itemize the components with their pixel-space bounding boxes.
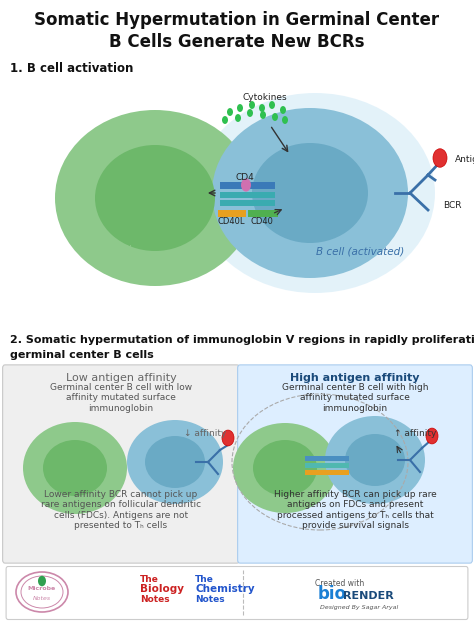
Text: Cytokines: Cytokines	[243, 94, 287, 102]
Text: Microbe: Microbe	[28, 586, 56, 591]
Circle shape	[282, 116, 288, 124]
Text: Lower affinity BCR cannot pick up
rare antigens on follicular dendritic
cells (F: Lower affinity BCR cannot pick up rare a…	[41, 490, 201, 530]
Circle shape	[269, 101, 275, 109]
Circle shape	[433, 149, 447, 168]
FancyBboxPatch shape	[6, 566, 468, 619]
Ellipse shape	[325, 416, 425, 504]
Circle shape	[260, 111, 266, 119]
Ellipse shape	[127, 420, 223, 504]
Text: Designed By Sagar Aryal: Designed By Sagar Aryal	[320, 604, 398, 609]
Circle shape	[222, 430, 234, 446]
Ellipse shape	[16, 572, 68, 612]
Ellipse shape	[252, 143, 368, 243]
Text: 1. B cell activation: 1. B cell activation	[10, 61, 133, 74]
Circle shape	[249, 101, 255, 109]
Bar	[305, 470, 349, 475]
Bar	[305, 456, 349, 461]
Text: cell: cell	[110, 245, 131, 255]
Text: ↑ affinity: ↑ affinity	[394, 429, 436, 438]
Circle shape	[426, 428, 438, 444]
Text: Notes: Notes	[195, 596, 225, 604]
Bar	[220, 192, 275, 198]
Ellipse shape	[145, 436, 205, 488]
Text: RENDER: RENDER	[343, 591, 394, 601]
Circle shape	[280, 106, 286, 114]
Bar	[218, 210, 246, 217]
Circle shape	[259, 104, 265, 112]
Circle shape	[247, 109, 253, 117]
Text: B Cells Generate New BCRs: B Cells Generate New BCRs	[109, 33, 365, 51]
Ellipse shape	[233, 423, 337, 513]
Text: Antigen: Antigen	[455, 156, 474, 164]
Circle shape	[241, 178, 251, 192]
Ellipse shape	[43, 440, 107, 496]
Text: germinal center B cells: germinal center B cells	[10, 350, 154, 360]
Text: BCR: BCR	[443, 201, 462, 209]
Text: ↓ affinity: ↓ affinity	[184, 429, 226, 438]
Text: Low antigen affinity: Low antigen affinity	[65, 373, 176, 383]
Ellipse shape	[345, 434, 405, 486]
Ellipse shape	[212, 108, 408, 278]
Text: B cell (activated): B cell (activated)	[316, 247, 404, 257]
Ellipse shape	[55, 110, 255, 286]
Text: Notes: Notes	[33, 596, 51, 601]
Bar	[305, 463, 349, 468]
Text: Higher affinity BCR can pick up rare
antigens on FDCs and present
processed anti: Higher affinity BCR can pick up rare ant…	[273, 490, 437, 530]
Text: The: The	[195, 574, 214, 584]
FancyBboxPatch shape	[3, 365, 239, 563]
Text: CD4: CD4	[236, 173, 255, 181]
Text: CD40: CD40	[251, 217, 273, 226]
Circle shape	[227, 108, 233, 116]
Text: bio: bio	[318, 585, 347, 603]
Text: High antigen affinity: High antigen affinity	[290, 373, 420, 383]
Text: Germinal center B cell with high
affinity mutated surface
immunoglobin: Germinal center B cell with high affinit…	[282, 383, 428, 413]
Text: Notes: Notes	[140, 596, 170, 604]
Text: Somatic Hypermutation in Germinal Center: Somatic Hypermutation in Germinal Center	[35, 11, 439, 29]
Circle shape	[272, 113, 278, 121]
Ellipse shape	[95, 145, 215, 251]
Text: CD40L: CD40L	[217, 217, 245, 226]
Bar	[220, 200, 275, 206]
Bar	[248, 210, 278, 217]
Text: 2. Somatic hypermutation of immunoglobin V regions in rapidly proliferating: 2. Somatic hypermutation of immunoglobin…	[10, 335, 474, 345]
Circle shape	[222, 116, 228, 124]
Text: Created with: Created with	[315, 579, 364, 589]
Ellipse shape	[253, 440, 317, 496]
Text: T: T	[85, 245, 91, 255]
Text: Biology: Biology	[140, 584, 184, 594]
Bar	[220, 182, 275, 189]
Text: Germinal center B cell with low
affinity mutated surface
immunoglobin: Germinal center B cell with low affinity…	[50, 383, 192, 413]
Ellipse shape	[23, 422, 127, 514]
FancyBboxPatch shape	[237, 365, 473, 563]
Circle shape	[237, 104, 243, 112]
Text: Chemistry: Chemistry	[195, 584, 255, 594]
Circle shape	[38, 576, 46, 586]
Circle shape	[235, 114, 241, 122]
Ellipse shape	[195, 93, 435, 293]
Ellipse shape	[21, 576, 63, 608]
Text: The: The	[140, 574, 159, 584]
Text: h: h	[102, 244, 107, 250]
